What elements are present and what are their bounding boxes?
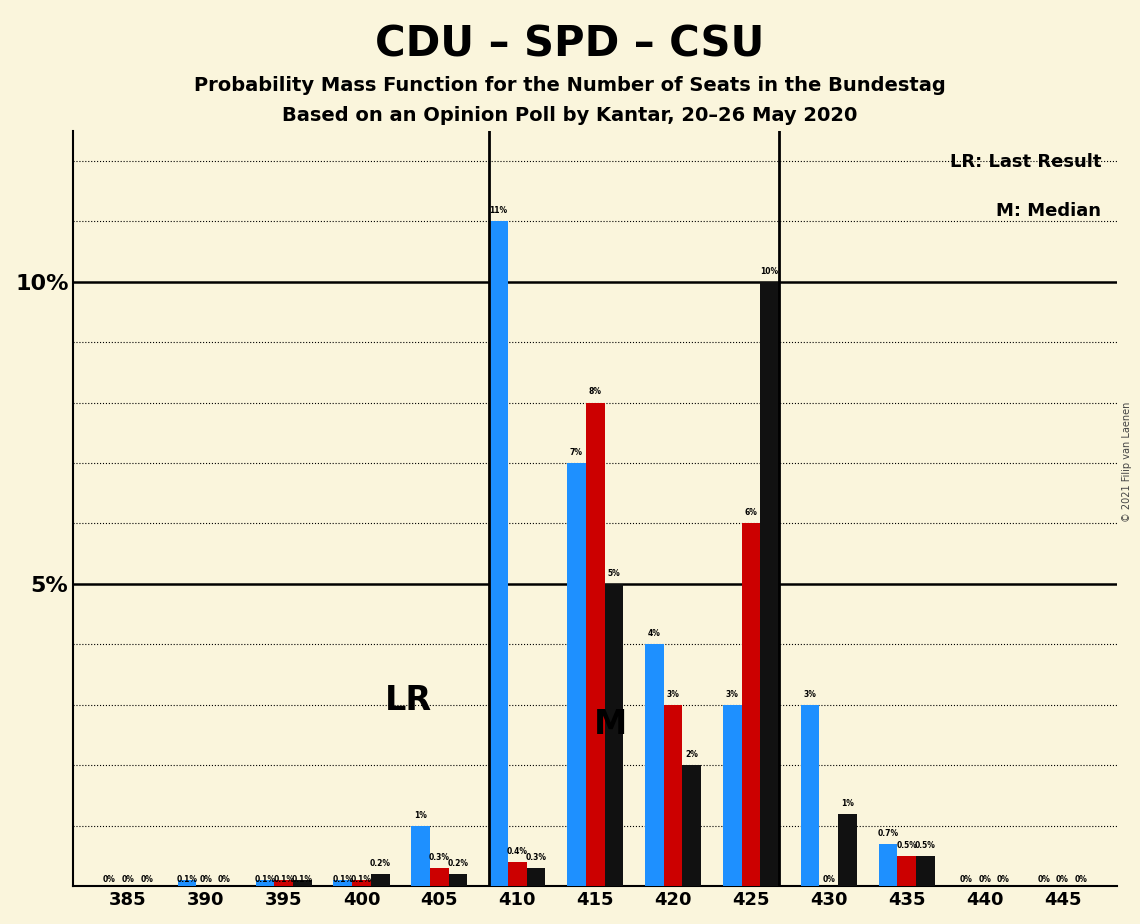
Text: 10%: 10% bbox=[760, 267, 779, 275]
Text: 0.1%: 0.1% bbox=[254, 875, 276, 884]
Text: 2%: 2% bbox=[685, 750, 698, 760]
Bar bbox=[430, 868, 449, 886]
Text: 0%: 0% bbox=[218, 875, 231, 884]
Bar bbox=[800, 705, 820, 886]
Text: 1%: 1% bbox=[841, 798, 854, 808]
Text: © 2021 Filip van Laenen: © 2021 Filip van Laenen bbox=[1122, 402, 1132, 522]
Text: 0.1%: 0.1% bbox=[351, 875, 372, 884]
Text: 0%: 0% bbox=[1075, 875, 1088, 884]
Text: 0%: 0% bbox=[1056, 875, 1069, 884]
Bar bbox=[838, 814, 857, 886]
Bar bbox=[917, 856, 935, 886]
Text: 0.2%: 0.2% bbox=[448, 859, 469, 868]
Text: 0.1%: 0.1% bbox=[274, 875, 294, 884]
Bar bbox=[879, 844, 897, 886]
Text: 4%: 4% bbox=[648, 629, 661, 638]
Text: 6%: 6% bbox=[744, 508, 757, 517]
Text: LR: Last Result: LR: Last Result bbox=[950, 153, 1101, 171]
Text: 0%: 0% bbox=[103, 875, 115, 884]
Text: M: M bbox=[594, 708, 627, 741]
Text: 0%: 0% bbox=[200, 875, 212, 884]
Text: 0.2%: 0.2% bbox=[369, 859, 391, 868]
Text: 0.5%: 0.5% bbox=[915, 841, 936, 850]
Text: 11%: 11% bbox=[489, 206, 507, 215]
Text: 3%: 3% bbox=[804, 689, 816, 699]
Bar bbox=[723, 705, 742, 886]
Text: Based on an Opinion Poll by Kantar, 20–26 May 2020: Based on an Opinion Poll by Kantar, 20–2… bbox=[283, 106, 857, 126]
Bar bbox=[334, 880, 352, 886]
Text: 0.4%: 0.4% bbox=[507, 847, 528, 856]
Text: M: Median: M: Median bbox=[996, 202, 1101, 220]
Text: 0%: 0% bbox=[960, 875, 972, 884]
Text: 7%: 7% bbox=[570, 448, 583, 457]
Text: 0%: 0% bbox=[996, 875, 1010, 884]
Text: 0.5%: 0.5% bbox=[896, 841, 918, 850]
Text: LR: LR bbox=[384, 684, 432, 717]
Bar bbox=[586, 403, 604, 886]
Text: 0.1%: 0.1% bbox=[333, 875, 353, 884]
Text: 0%: 0% bbox=[122, 875, 135, 884]
Bar bbox=[527, 868, 545, 886]
Bar bbox=[255, 880, 275, 886]
Text: 5%: 5% bbox=[608, 569, 620, 578]
Bar bbox=[275, 880, 293, 886]
Bar bbox=[178, 880, 196, 886]
Text: 0%: 0% bbox=[822, 875, 836, 884]
Bar bbox=[742, 523, 760, 886]
Text: 3%: 3% bbox=[667, 689, 679, 699]
Bar bbox=[897, 856, 917, 886]
Text: 1%: 1% bbox=[414, 810, 428, 820]
Bar bbox=[412, 826, 430, 886]
Text: 0%: 0% bbox=[140, 875, 153, 884]
Text: 0%: 0% bbox=[1037, 875, 1050, 884]
Text: Probability Mass Function for the Number of Seats in the Bundestag: Probability Mass Function for the Number… bbox=[194, 76, 946, 95]
Bar bbox=[293, 880, 311, 886]
Text: 0.3%: 0.3% bbox=[429, 853, 450, 862]
Text: CDU – SPD – CSU: CDU – SPD – CSU bbox=[375, 23, 765, 65]
Bar bbox=[760, 282, 779, 886]
Text: 3%: 3% bbox=[726, 689, 739, 699]
Bar bbox=[489, 221, 508, 886]
Bar bbox=[352, 880, 370, 886]
Bar bbox=[645, 644, 663, 886]
Bar bbox=[568, 463, 586, 886]
Text: 0.7%: 0.7% bbox=[878, 829, 898, 838]
Bar bbox=[449, 874, 467, 886]
Text: 0%: 0% bbox=[978, 875, 991, 884]
Bar bbox=[370, 874, 390, 886]
Text: 0.3%: 0.3% bbox=[526, 853, 546, 862]
Text: 8%: 8% bbox=[588, 387, 602, 396]
Text: 0.1%: 0.1% bbox=[177, 875, 197, 884]
Text: 0.1%: 0.1% bbox=[292, 875, 312, 884]
Bar bbox=[663, 705, 683, 886]
Bar bbox=[683, 765, 701, 886]
Bar bbox=[508, 862, 527, 886]
Bar bbox=[604, 584, 624, 886]
